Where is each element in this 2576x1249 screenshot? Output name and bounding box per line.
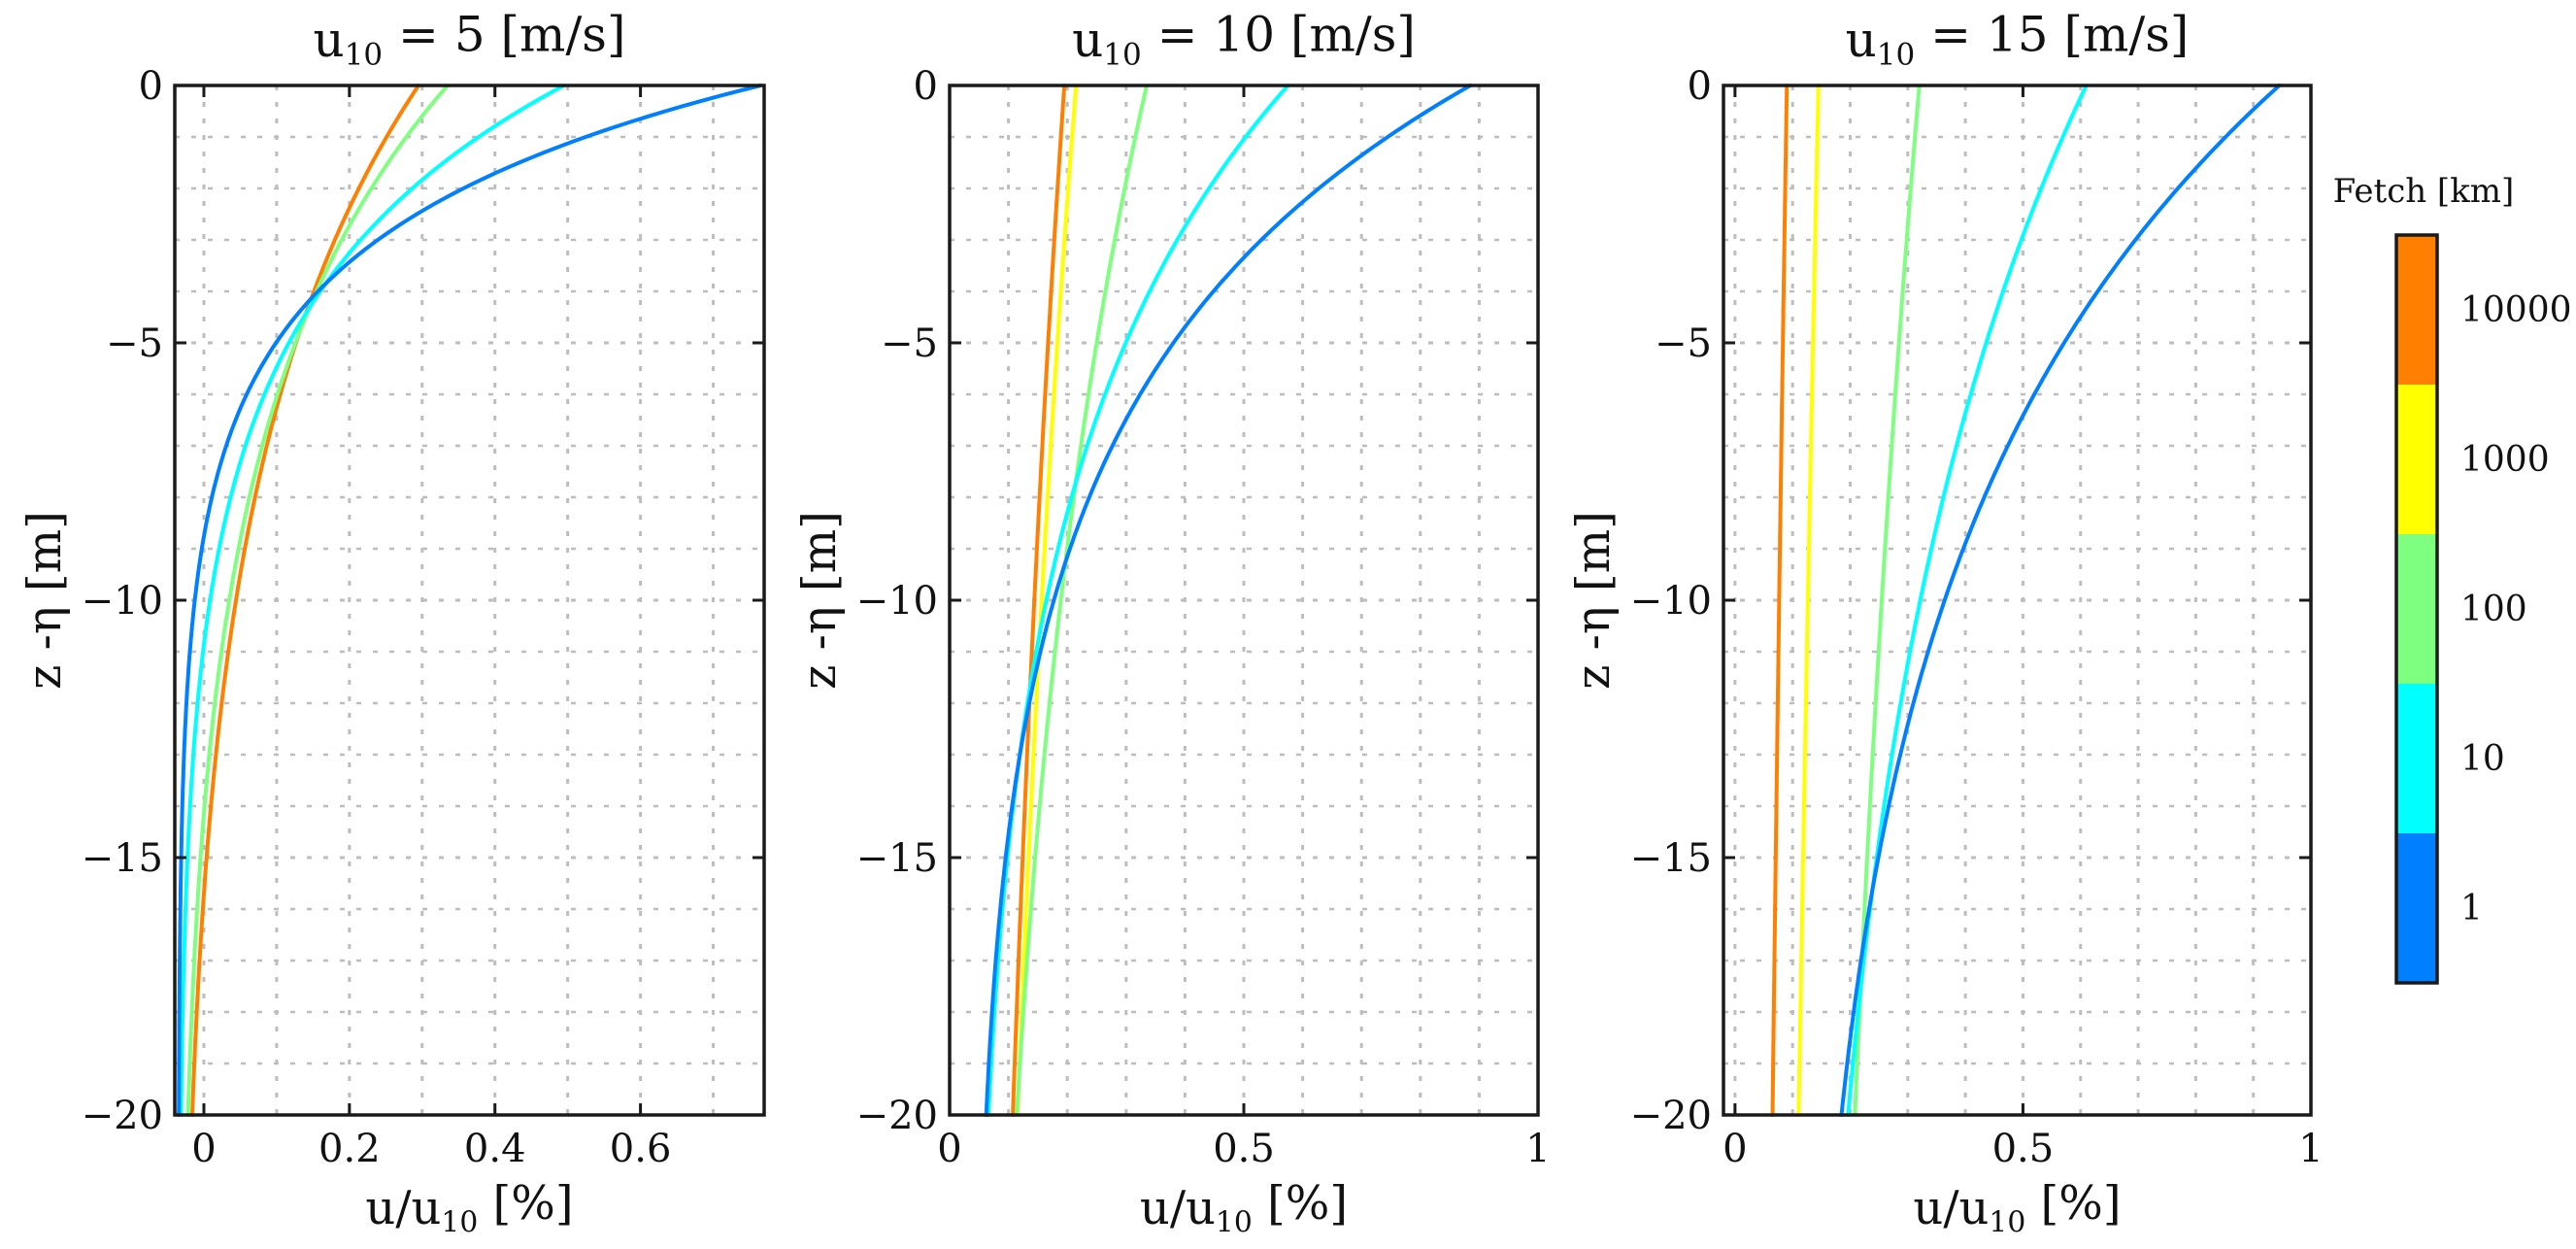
panel-title-subscript: 10 <box>1877 38 1915 73</box>
curve-fetch-100 <box>1015 84 1149 1117</box>
x-tick-label: 0.5 <box>1992 1127 2055 1171</box>
x-axis-label-subscript: 10 <box>441 1205 478 1239</box>
curve-fetch-1000 <box>1796 84 1821 1117</box>
colorbar-tick-label: 100 <box>2460 590 2527 629</box>
panel-title: u10 = 10 [m/s] <box>1072 7 1416 73</box>
y-tick-label: −5 <box>881 321 938 366</box>
panel-title-main: u <box>1846 12 1877 68</box>
curve-fetch-10 <box>987 84 1290 1117</box>
x-axis-label-rest: [%] <box>2025 1176 2121 1231</box>
y-tick-label: −15 <box>856 836 938 881</box>
x-tick-label: 0.4 <box>464 1127 526 1171</box>
panel-title-main: u <box>1072 12 1103 68</box>
panel-title-rest: = 15 [m/s] <box>1915 7 2189 63</box>
curve-fetch-1 <box>984 84 1473 1117</box>
x-axis-label-main: u/u <box>1140 1181 1216 1235</box>
curve-fetch-10000 <box>1011 84 1067 1117</box>
colorbar-segment-10000 <box>2396 235 2437 385</box>
y-tick-label: −20 <box>856 1094 938 1138</box>
colorbar-tick-label: 10000 <box>2460 290 2572 330</box>
panel-title: u10 = 15 [m/s] <box>1846 7 2190 73</box>
y-tick-label: 0 <box>914 64 938 109</box>
colorbar-segment-1000 <box>2396 385 2437 534</box>
y-tick-label: −5 <box>106 321 163 366</box>
grid <box>175 85 764 1115</box>
curve-fetch-1000 <box>1016 84 1079 1117</box>
colorbar-tick-label: 10 <box>2460 739 2505 779</box>
x-axis-label-subscript: 10 <box>1216 1205 1253 1239</box>
curve-fetch-10 <box>179 84 566 1117</box>
x-axis-label: u/u10 [%] <box>1913 1176 2121 1239</box>
plot-frame <box>173 84 766 1117</box>
y-tick-label: −20 <box>1630 1094 1712 1138</box>
x-axis-label-subscript: 10 <box>1989 1205 2025 1239</box>
y-axis-label: z -η [m] <box>17 511 72 690</box>
grid <box>1723 85 2311 1115</box>
panel-title-main: u <box>314 12 345 68</box>
x-axis-label-main: u/u <box>365 1181 441 1235</box>
curve-fetch-1 <box>177 84 763 1117</box>
colorbar-tick-label: 1 <box>2460 889 2483 928</box>
y-axis-label: z -η [m] <box>1566 511 1621 690</box>
panel-title-rest: = 5 [m/s] <box>383 7 625 63</box>
grid <box>950 85 1538 1115</box>
y-axis-label: z -η [m] <box>792 511 847 690</box>
x-axis-label-rest: [%] <box>1253 1176 1348 1231</box>
series <box>984 84 1473 1117</box>
colorbar-segment-1 <box>2396 833 2437 983</box>
colorbar-title: Fetch [km] <box>2333 172 2515 211</box>
y-tick-label: −10 <box>82 579 163 624</box>
x-axis-label: u/u10 [%] <box>365 1176 573 1239</box>
x-tick-label: 0.6 <box>610 1127 672 1171</box>
series <box>177 84 763 1117</box>
y-tick-label: −10 <box>856 579 938 624</box>
y-tick-label: −10 <box>1630 579 1712 624</box>
curve-fetch-10000 <box>1770 84 1790 1117</box>
y-tick-label: −15 <box>1630 836 1712 881</box>
x-tick-label: 0 <box>937 1127 961 1171</box>
y-tick-label: −15 <box>82 836 163 881</box>
panel-title-subscript: 10 <box>345 38 383 73</box>
colorbar-frame <box>2394 233 2439 985</box>
curve-fetch-100 <box>185 84 450 1117</box>
colorbar-tick-label: 1000 <box>2460 440 2550 480</box>
x-axis-label-main: u/u <box>1913 1181 1989 1235</box>
x-axis-label: u/u10 [%] <box>1140 1176 1348 1239</box>
x-tick-label: 0 <box>191 1127 216 1171</box>
x-tick-label: 0 <box>1723 1127 1747 1171</box>
x-tick-label: 0.5 <box>1213 1127 1275 1171</box>
panel-title-subscript: 10 <box>1103 38 1141 73</box>
panel-title: u10 = 5 [m/s] <box>314 7 626 73</box>
y-tick-label: 0 <box>139 64 163 109</box>
panel-title-rest: = 10 [m/s] <box>1142 7 1416 63</box>
x-axis-label-rest: [%] <box>478 1176 573 1231</box>
colorbar-segment-10 <box>2396 684 2437 833</box>
curve-fetch-1 <box>1839 84 2282 1117</box>
curve-fetch-10 <box>1846 84 2089 1117</box>
colorbar-segment-100 <box>2396 534 2437 684</box>
x-tick-label: 1 <box>2298 1127 2323 1171</box>
colorbar: 10000 1000 100 10 1 Fetch [km] <box>2333 172 2572 985</box>
y-tick-label: 0 <box>1688 64 1712 109</box>
curve-fetch-10000 <box>189 84 420 1117</box>
x-tick-label: 0.2 <box>318 1127 381 1171</box>
y-tick-label: −5 <box>1655 321 1712 366</box>
series <box>1770 84 2282 1117</box>
x-tick-label: 1 <box>1525 1127 1550 1171</box>
y-tick-label: −20 <box>82 1094 163 1138</box>
